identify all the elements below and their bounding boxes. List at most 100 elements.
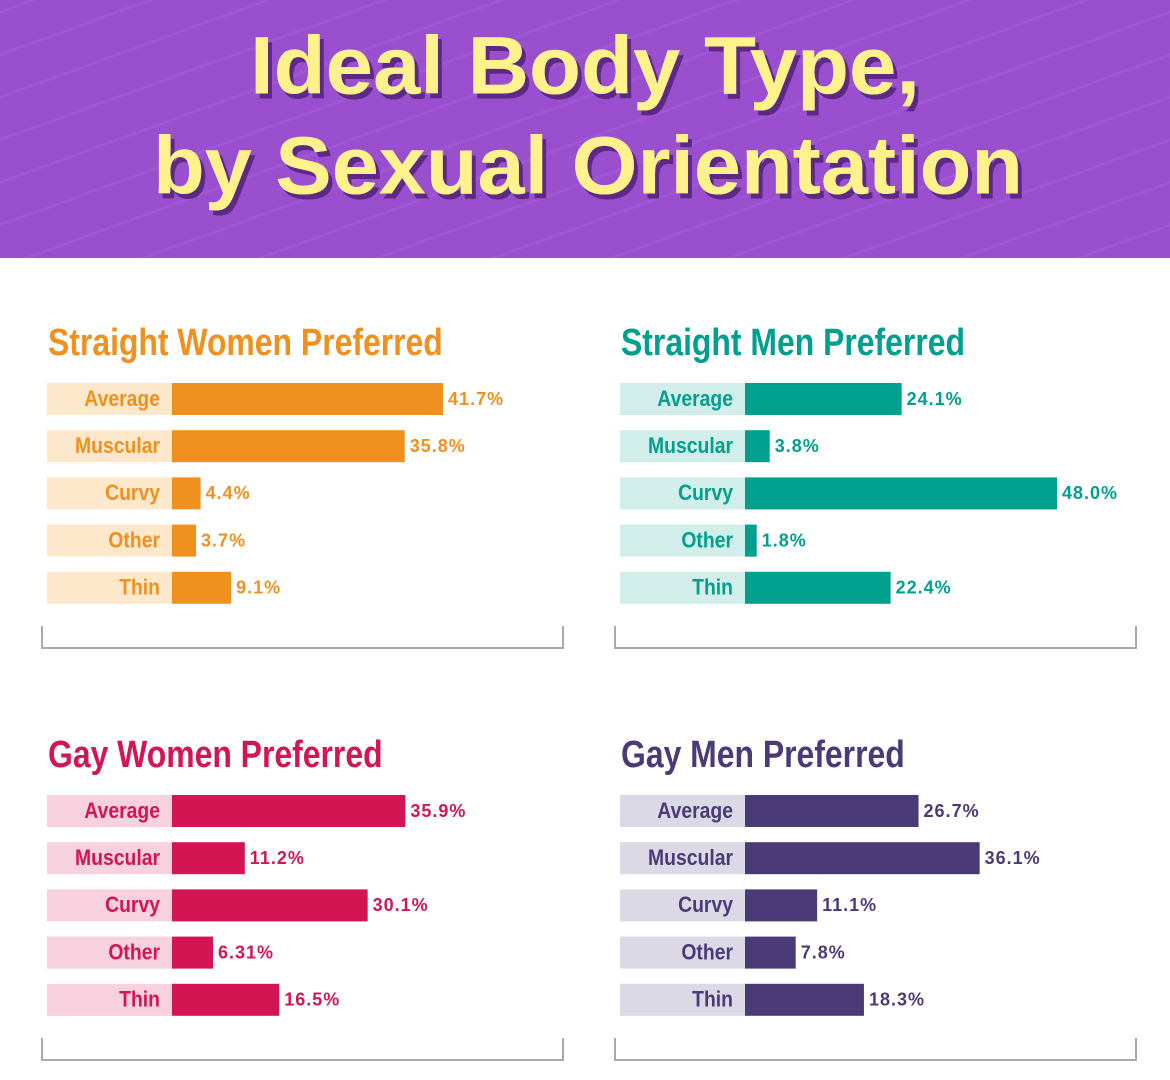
bar xyxy=(745,936,796,969)
value-label: 9.1% xyxy=(236,578,281,598)
chart-title: Straight Men Preferred xyxy=(621,321,965,363)
chart-title: Gay Men Preferred xyxy=(621,733,905,775)
category-cell xyxy=(47,889,172,922)
chart-title-group: Straight Men Preferred xyxy=(621,321,965,363)
category-label: Muscular xyxy=(648,434,733,458)
category-label: Curvy xyxy=(105,481,160,505)
bar xyxy=(172,842,245,875)
chart-title-group: Straight Women Preferred xyxy=(48,321,443,363)
category-label-group: Thin xyxy=(119,987,160,1011)
category-label-group: Other xyxy=(681,940,733,964)
value-label: 11.2% xyxy=(250,848,305,868)
value-label: 41.7% xyxy=(448,389,504,409)
bar xyxy=(172,477,201,510)
category-cell xyxy=(620,430,745,463)
category-label: Other xyxy=(681,528,733,552)
value-label: 24.1% xyxy=(907,389,963,409)
value-label: 11.1% xyxy=(822,895,877,915)
value-label: 16.5% xyxy=(284,990,340,1010)
category-cell xyxy=(47,795,172,827)
bar xyxy=(745,842,980,875)
category-cell xyxy=(620,383,745,415)
category-cell xyxy=(47,571,172,604)
category-label-group: Curvy xyxy=(105,481,160,505)
value-label: 18.3% xyxy=(869,990,925,1010)
category-label: Thin xyxy=(119,575,160,599)
category-label: Average xyxy=(657,387,733,411)
category-cell xyxy=(620,983,745,1016)
bar xyxy=(172,524,197,557)
bar xyxy=(172,795,406,827)
category-cell xyxy=(47,477,172,510)
category-label: Other xyxy=(681,940,733,964)
category-label-group: Thin xyxy=(692,575,733,599)
value-label: 6.31% xyxy=(218,942,274,962)
category-label-group: Other xyxy=(681,528,733,552)
category-label-group: Muscular xyxy=(648,434,733,458)
category-label-group: Muscular xyxy=(75,434,160,458)
bar-chart: Straight Women Preferred Average 41.7% Musc… xyxy=(41,321,564,649)
category-label-group: Average xyxy=(84,799,160,823)
category-label-group: Curvy xyxy=(105,893,160,917)
category-cell xyxy=(47,842,172,875)
category-label: Average xyxy=(657,799,733,823)
category-label: Other xyxy=(108,940,160,964)
category-label-group: Curvy xyxy=(678,481,733,505)
value-label: 4.4% xyxy=(206,483,251,503)
category-label: Average xyxy=(84,799,160,823)
bar xyxy=(745,477,1057,510)
bar xyxy=(172,936,214,969)
category-cell xyxy=(620,477,745,510)
value-label: 48.0% xyxy=(1062,483,1118,503)
value-label: 22.4% xyxy=(896,578,952,598)
category-cell xyxy=(620,889,745,922)
category-label: Thin xyxy=(692,575,733,599)
chart-title-group: Gay Men Preferred xyxy=(621,733,905,775)
category-label-group: Average xyxy=(84,387,160,411)
chart-title: Gay Women Preferred xyxy=(48,733,383,775)
bar xyxy=(172,889,368,922)
category-cell xyxy=(47,936,172,969)
category-cell xyxy=(47,524,172,557)
category-label: Curvy xyxy=(678,481,733,505)
bar-chart: Gay Women Preferred Average 35.9% Muscular 1… xyxy=(41,733,564,1061)
category-label: Thin xyxy=(692,987,733,1011)
category-cell xyxy=(47,383,172,415)
category-cell xyxy=(620,524,745,557)
bar xyxy=(172,571,232,604)
category-label: Curvy xyxy=(105,893,160,917)
bar xyxy=(745,889,818,922)
value-label: 26.7% xyxy=(924,801,980,821)
category-label: Average xyxy=(84,387,160,411)
bar xyxy=(745,524,757,557)
value-label: 35.8% xyxy=(410,436,466,456)
page-title: Ideal Body Type, xyxy=(250,21,920,112)
category-label-group: Average xyxy=(657,387,733,411)
category-label-group: Average xyxy=(657,799,733,823)
category-label: Thin xyxy=(119,987,160,1011)
value-label: 35.9% xyxy=(410,801,466,821)
baseline-bracket xyxy=(614,626,1137,649)
baseline-bracket xyxy=(614,1038,1137,1061)
category-label: Muscular xyxy=(75,434,160,458)
bar xyxy=(172,383,444,415)
bar-chart: Straight Men Preferred Average 24.1% Muscul… xyxy=(614,321,1137,649)
category-cell xyxy=(620,842,745,875)
category-cell xyxy=(47,983,172,1016)
bar xyxy=(745,383,902,415)
value-label: 1.8% xyxy=(762,530,807,550)
baseline-bracket xyxy=(41,1038,564,1061)
bar xyxy=(745,430,770,463)
value-label: 30.1% xyxy=(373,895,429,915)
category-label-group: Thin xyxy=(692,987,733,1011)
value-label: 3.7% xyxy=(201,530,246,550)
category-label-group: Curvy xyxy=(678,893,733,917)
category-label: Curvy xyxy=(678,893,733,917)
category-cell xyxy=(620,795,745,827)
baseline-bracket xyxy=(41,626,564,649)
page-title: by Sexual Orientation xyxy=(153,121,1023,212)
bar xyxy=(172,983,280,1016)
value-label: 36.1% xyxy=(985,848,1041,868)
bar xyxy=(745,983,864,1016)
